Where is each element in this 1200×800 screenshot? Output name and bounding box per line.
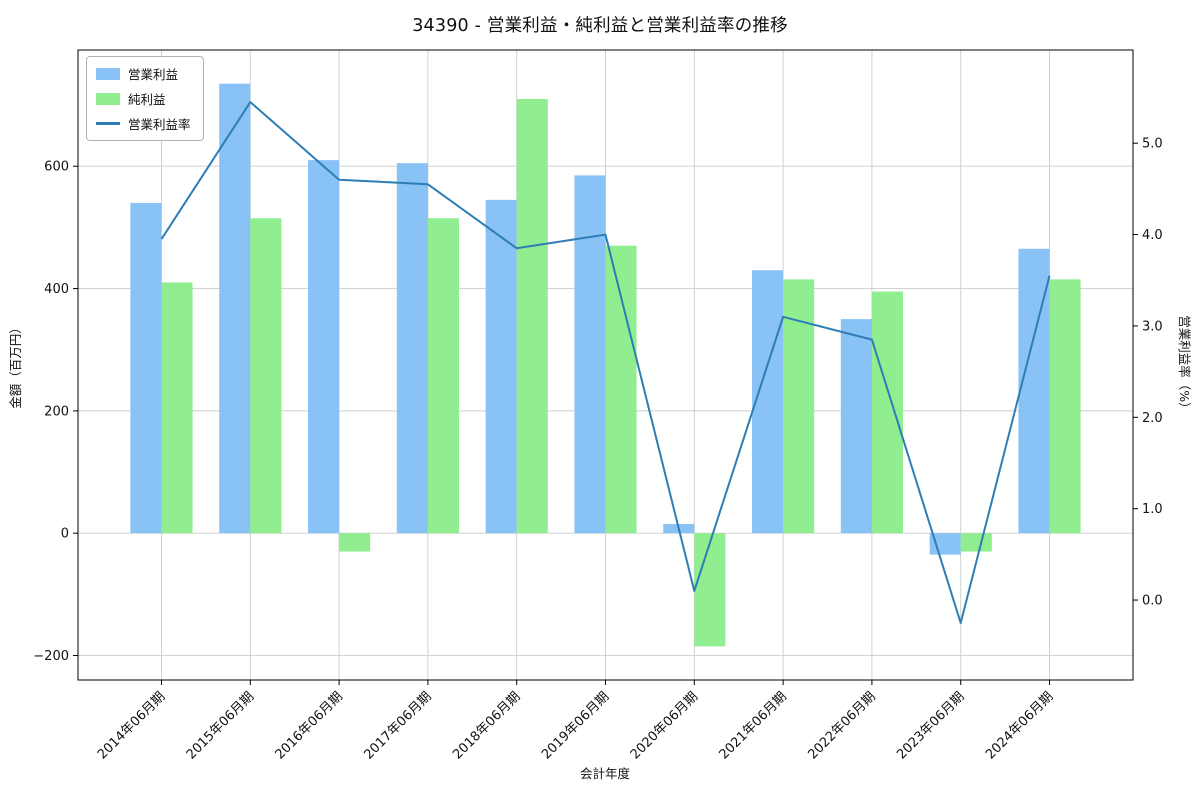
legend-label-rate: 営業利益率 <box>128 117 191 132</box>
right-tick-label: 4.0 <box>1142 228 1163 243</box>
left-tick-label: 200 <box>44 404 69 419</box>
legend: 営業利益 純利益 営業利益率 <box>86 56 204 141</box>
bar-net-2015年06月期 <box>250 218 282 534</box>
bar-operating-2021年06月期 <box>752 270 784 534</box>
left-tick-label: −200 <box>33 649 69 664</box>
right-tick-label: 0.0 <box>1142 594 1163 609</box>
bar-net-2017年06月期 <box>427 218 459 534</box>
legend-item-operating: 営業利益 <box>96 64 191 83</box>
left-tick-label: 400 <box>44 282 69 297</box>
legend-label-net: 純利益 <box>128 92 166 107</box>
x-tick-label: 2018年06月期 <box>450 689 523 762</box>
x-tick-label: 2024年06月期 <box>983 689 1056 762</box>
bar-operating-2019年06月期 <box>574 175 606 534</box>
bar-operating-2014年06月期 <box>130 202 162 534</box>
x-tick-label: 2022年06月期 <box>805 689 878 762</box>
x-tick-label: 2014年06月期 <box>95 689 168 762</box>
bar-series <box>130 83 1081 647</box>
x-tick-label: 2020年06月期 <box>628 689 701 762</box>
legend-label-operating: 営業利益 <box>128 67 179 82</box>
bar-net-2024年06月期 <box>1049 279 1081 534</box>
bar-net-2019年06月期 <box>605 245 637 534</box>
rate-line <box>160 101 1051 624</box>
left-tick-label: 600 <box>44 160 69 175</box>
bar-operating-2017年06月期 <box>396 163 428 534</box>
bar-net-2023年06月期 <box>960 533 992 552</box>
y-axis-label-left: 金額（百万円） <box>8 321 23 409</box>
legend-item-net: 純利益 <box>96 89 191 108</box>
right-tick-label: 2.0 <box>1142 411 1163 426</box>
x-tick-label: 2021年06月期 <box>717 689 790 762</box>
chart-title: 34390 - 営業利益・純利益と営業利益率の推移 <box>412 16 788 36</box>
x-tick-label: 2019年06月期 <box>539 689 612 762</box>
bar-net-2022年06月期 <box>871 291 903 534</box>
legend-item-rate: 営業利益率 <box>96 114 191 133</box>
right-tick-label: 3.0 <box>1142 319 1163 334</box>
x-axis-label: 会計年度 <box>580 766 631 781</box>
bar-net-2018年06月期 <box>516 98 548 534</box>
bar-operating-2015年06月期 <box>219 83 251 534</box>
net-bar-swatch-icon <box>96 92 120 105</box>
left-tick-label: 0 <box>61 527 69 542</box>
right-tick-label: 5.0 <box>1142 137 1163 152</box>
bar-operating-2018年06月期 <box>485 199 517 534</box>
rate-line-swatch-icon <box>96 122 120 125</box>
rate-line-series <box>160 101 1051 624</box>
bar-net-2016年06月期 <box>339 533 371 552</box>
bar-net-2014年06月期 <box>161 282 193 534</box>
bar-operating-2022年06月期 <box>840 319 872 534</box>
right-tick-label: 1.0 <box>1142 502 1163 517</box>
x-tick-label: 2023年06月期 <box>894 689 967 762</box>
x-tick-label: 2015年06月期 <box>184 689 257 762</box>
operating-bar-swatch-icon <box>96 67 120 80</box>
bar-operating-2016年06月期 <box>308 160 340 534</box>
x-tick-label: 2017年06月期 <box>361 689 434 762</box>
y-axis-label-right: 営業利益率（%） <box>1177 315 1192 414</box>
bar-net-2020年06月期 <box>694 533 726 647</box>
x-tick-label: 2016年06月期 <box>273 689 346 762</box>
